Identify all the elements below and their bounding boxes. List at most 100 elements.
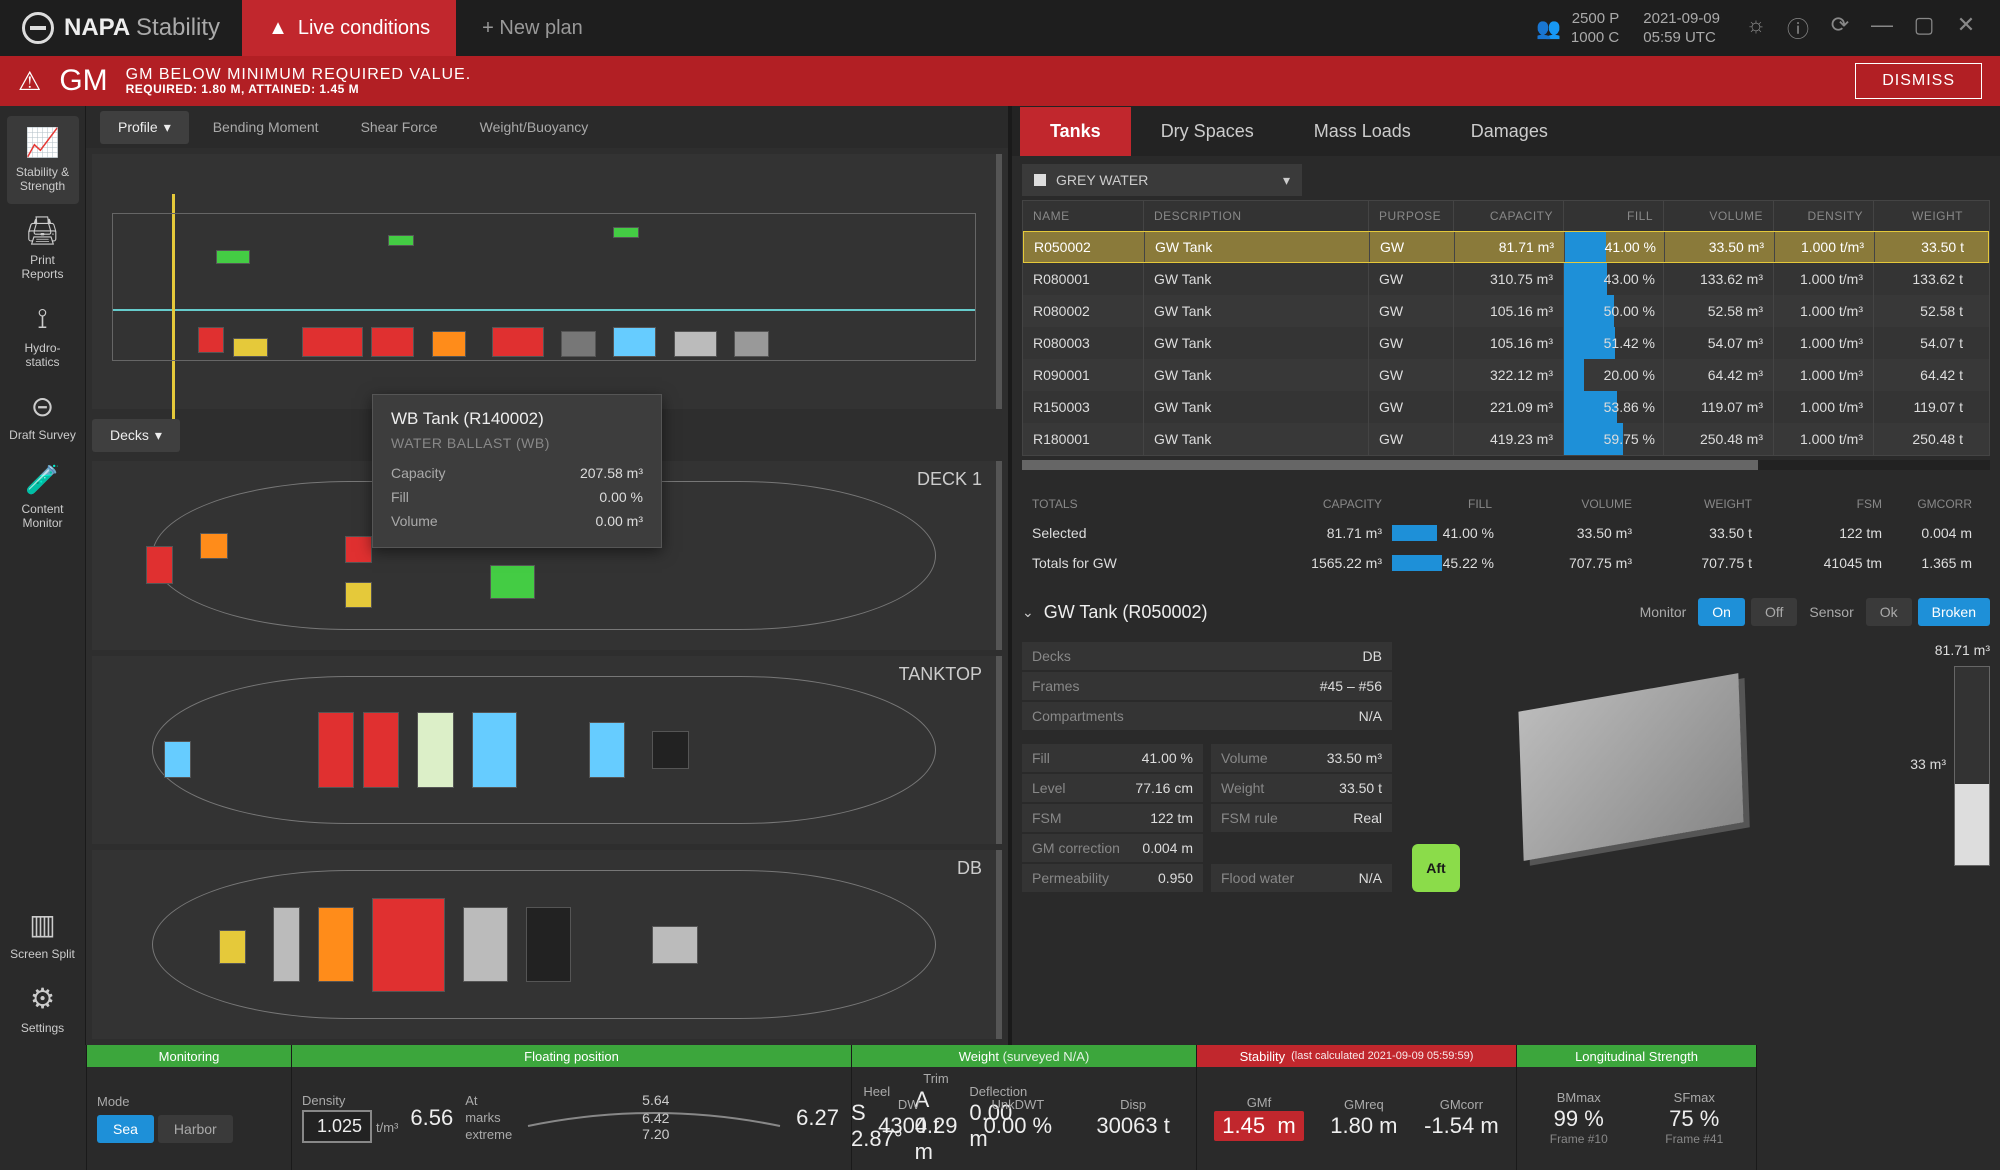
unkdwt-value: 0.00 %	[984, 1113, 1053, 1139]
brand-logo-icon	[22, 12, 54, 44]
ship-profile-view[interactable]: WB Tank (R140002) WATER BALLAST (WB) Cap…	[92, 154, 1002, 409]
alert-message: GM BELOW MINIMUM REQUIRED VALUE.	[126, 66, 472, 84]
col-fill[interactable]: FILL	[1563, 201, 1663, 231]
dismiss-button[interactable]: DISMISS	[1855, 63, 1982, 99]
anchor-icon: ⟟	[37, 302, 47, 336]
compass-icon[interactable]: Aft	[1412, 844, 1460, 892]
passenger-count: 👥 2500 P 1000 C	[1536, 9, 1619, 48]
status-monitoring: Monitoring Mode Sea Harbor	[86, 1045, 291, 1170]
table-row[interactable]: R050002GW TankGW81.71 m³41.00 %33.50 m³1…	[1023, 231, 1989, 263]
brand-sub: Stability	[136, 14, 220, 41]
table-row[interactable]: R150003GW TankGW221.09 m³53.86 %119.07 m…	[1023, 391, 1989, 423]
tab-mass-loads[interactable]: Mass Loads	[1284, 107, 1441, 156]
tab-shear[interactable]: Shear Force	[343, 111, 456, 143]
sidebar-item-stability[interactable]: 📈Stability & Strength	[7, 116, 79, 204]
chevron-down-icon: ▾	[155, 427, 162, 444]
col-volume[interactable]: VOLUME	[1663, 201, 1773, 231]
tab-profile[interactable]: Profile ▾	[100, 111, 189, 144]
sidebar-item-screensplit[interactable]: ▥Screen Split	[7, 898, 79, 971]
table-row[interactable]: R090001GW TankGW322.12 m³20.00 %64.42 m³…	[1023, 359, 1989, 391]
mode-sea-button[interactable]: Sea	[97, 1115, 154, 1143]
detail-title: GW Tank (R050002)	[1044, 602, 1208, 623]
pax-c: 1000 C	[1571, 28, 1619, 48]
chevron-down-icon[interactable]: ⌄	[1022, 604, 1034, 621]
gmf-value: 1.45 m	[1214, 1111, 1303, 1141]
sidebar-item-content[interactable]: 🧪Content Monitor	[7, 453, 79, 541]
col-description[interactable]: DESCRIPTION	[1143, 201, 1368, 231]
tanks-table: NAMEDESCRIPTIONPURPOSECAPACITYFILLVOLUME…	[1022, 200, 1990, 456]
tank-group-select[interactable]: GREY WATER	[1022, 164, 1302, 196]
tooltip-title: WB Tank (R140002)	[391, 409, 643, 429]
info-icon[interactable]: ⓘ	[1786, 12, 1810, 44]
tab-bending[interactable]: Bending Moment	[195, 111, 337, 143]
detail-prop: FSM ruleReal	[1211, 804, 1392, 832]
chevron-down-icon: ▾	[164, 119, 171, 136]
maximize-icon[interactable]: ▢	[1912, 12, 1936, 44]
clock: 2021-09-09 05:59 UTC	[1643, 9, 1720, 48]
refresh-icon[interactable]: ⟳	[1828, 12, 1852, 44]
sfmax-value: 75 %	[1669, 1106, 1719, 1132]
monitor-on-button[interactable]: On	[1698, 598, 1745, 626]
table-row[interactable]: R180001GW TankGW419.23 m³59.75 %250.48 m…	[1023, 423, 1989, 455]
tab-new-plan[interactable]: + New plan	[456, 0, 609, 56]
detail-prop: Flood waterN/A	[1211, 864, 1392, 892]
col-density[interactable]: DENSITY	[1773, 201, 1873, 231]
dw-value: 4304 t	[878, 1113, 939, 1139]
totals-table: TOTALSCAPACITYFILLVOLUMEWEIGHTFSMGMCORR …	[1022, 490, 1990, 578]
deck-view-2[interactable]: DB	[92, 850, 1002, 1039]
gmreq-value: 1.80 m	[1330, 1113, 1397, 1139]
tab-live-conditions[interactable]: ▲ Live conditions	[242, 0, 456, 56]
table-row[interactable]: R080002GW TankGW105.16 m³50.00 %52.58 m³…	[1023, 295, 1989, 327]
col-capacity[interactable]: CAPACITY	[1453, 201, 1563, 231]
floating-title: Floating position	[292, 1045, 851, 1067]
disp-value: 30063 t	[1096, 1113, 1169, 1139]
weather-icon[interactable]: ☼	[1744, 12, 1768, 44]
gmcorr-value: -1.54 m	[1424, 1113, 1499, 1139]
tab-weight-buoy[interactable]: Weight/Buoyancy	[462, 111, 607, 143]
col-weight[interactable]: WEIGHT	[1873, 201, 1973, 231]
long-title: Longitudinal Strength	[1517, 1045, 1756, 1067]
tank-3d-view[interactable]: Aft	[1412, 642, 1850, 892]
brand-text: NAPA Stability	[64, 14, 220, 42]
detail-prop: Fill41.00 %	[1022, 744, 1203, 772]
beaker-icon: 🧪	[25, 463, 60, 497]
mode-harbor-button[interactable]: Harbor	[158, 1115, 233, 1143]
tab-decks[interactable]: Decks ▾	[92, 419, 180, 452]
status-bar: Monitoring Mode Sea Harbor Floating posi…	[0, 1045, 2000, 1125]
table-scrollbar[interactable]	[1022, 460, 1990, 470]
monitor-off-button[interactable]: Off	[1751, 598, 1797, 626]
people-icon: 👥	[1536, 16, 1561, 41]
sidebar-item-settings[interactable]: ⚙Settings	[7, 972, 79, 1045]
status-stability: Stability(last calculated 2021-09-09 05:…	[1196, 1045, 1516, 1170]
gauge-max: 81.71 m³	[1935, 642, 1990, 658]
right-tabs: Tanks Dry Spaces Mass Loads Damages	[1012, 106, 2000, 156]
sidebar-item-hydro[interactable]: ⟟Hydro- statics	[7, 292, 79, 380]
sensor-broken-button[interactable]: Broken	[1918, 598, 1990, 626]
col-purpose[interactable]: PURPOSE	[1368, 201, 1453, 231]
date: 2021-09-09	[1643, 9, 1720, 29]
totals-row: Totals for GW1565.22 m³45.22 %707.75 m³7…	[1022, 548, 1990, 578]
close-icon[interactable]: ✕	[1954, 12, 1978, 44]
density-input[interactable]	[302, 1110, 372, 1143]
minimize-icon[interactable]: —	[1870, 12, 1894, 44]
gauge-mid: 33 m³	[1910, 756, 1946, 772]
draft-left: 6.56	[410, 1105, 453, 1131]
bmmax-value: 99 %	[1554, 1106, 1604, 1132]
profile-tabs: Profile ▾ Bending Moment Shear Force Wei…	[86, 106, 1008, 148]
table-row[interactable]: R080003GW TankGW105.16 m³51.42 %54.07 m³…	[1023, 327, 1989, 359]
printer-icon: 🖨	[25, 214, 61, 248]
time: 05:59 UTC	[1643, 28, 1720, 48]
col-name[interactable]: NAME	[1023, 201, 1143, 231]
detail-prop: GM correction0.004 m	[1022, 834, 1203, 862]
table-row[interactable]: R080001GW TankGW310.75 m³43.00 %133.62 m…	[1023, 263, 1989, 295]
sidebar-item-print[interactable]: 🖨Print Reports	[7, 204, 79, 292]
tab-tanks[interactable]: Tanks	[1020, 107, 1131, 156]
tab-damages[interactable]: Damages	[1441, 107, 1578, 156]
detail-prop: CompartmentsN/A	[1022, 702, 1392, 730]
tab-live-label: Live conditions	[298, 17, 430, 40]
tab-dry-spaces[interactable]: Dry Spaces	[1131, 107, 1284, 156]
sensor-ok-button[interactable]: Ok	[1866, 598, 1912, 626]
detail-prop: Frames#45 – #56	[1022, 672, 1392, 700]
sidebar-item-draft[interactable]: ⊝Draft Survey	[7, 379, 79, 452]
deck-view-1[interactable]: TANKTOP	[92, 656, 1002, 845]
